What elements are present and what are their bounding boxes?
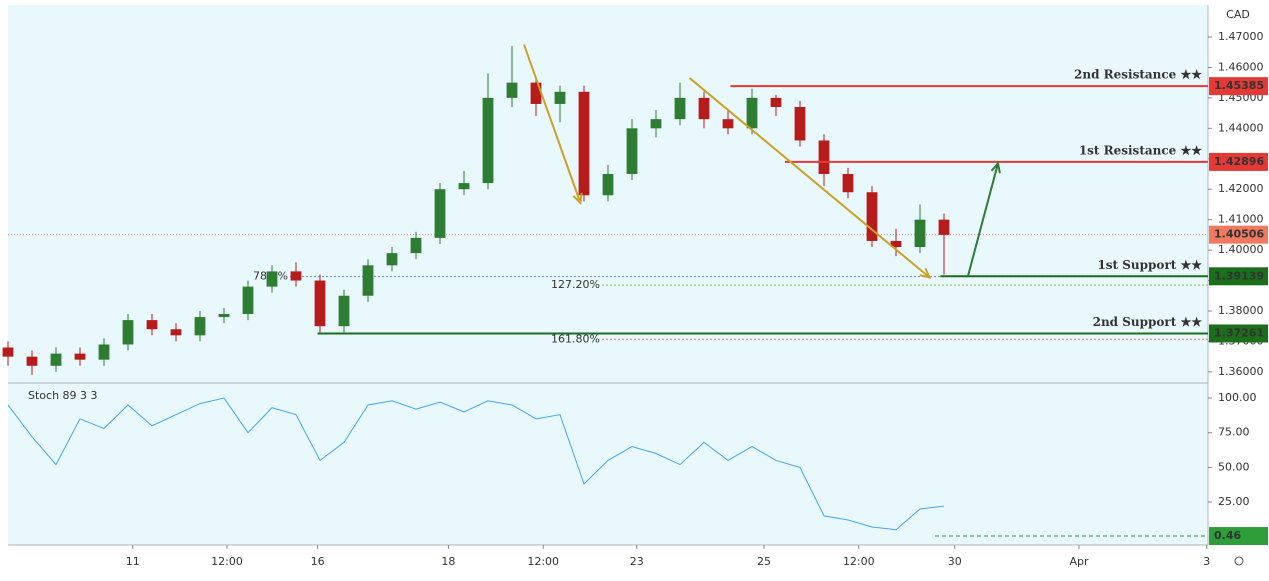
currency-label: CAD (1226, 8, 1250, 21)
candle-body (818, 140, 830, 174)
candle-body (770, 97, 782, 107)
candle-body (746, 97, 758, 129)
candle-body (26, 356, 38, 366)
level-value-label: 1.37261 (1214, 326, 1264, 339)
candle-body (122, 320, 134, 345)
candle-body (266, 271, 278, 287)
x-tick-label: 25 (757, 555, 771, 568)
level-value-label: 1.39139 (1214, 269, 1264, 282)
x-tick-label: 3 (1203, 555, 1210, 568)
candle-body (578, 91, 590, 196)
level-name: 2nd Support ★★ (1093, 315, 1203, 329)
trend-arrow (967, 161, 1001, 277)
x-tick-label: 12:00 (843, 555, 875, 568)
x-tick-label: 30 (948, 555, 962, 568)
candle-body (794, 106, 806, 141)
candle-body (506, 82, 518, 98)
candle-body (866, 192, 878, 241)
y-tick-label: 1.44000 (1218, 121, 1264, 134)
candle-body (338, 295, 350, 327)
last-price-box (1209, 225, 1268, 244)
trend-arrow (688, 77, 932, 279)
candle-body (554, 91, 566, 104)
level-value-box (1209, 324, 1268, 343)
settings-icon[interactable] (1234, 556, 1244, 566)
x-tick-label: 16 (311, 555, 325, 568)
candle-body (218, 314, 230, 318)
y-tick-label: 1.46000 (1218, 60, 1264, 73)
y-tick-label: 1.41000 (1218, 213, 1264, 226)
y-tick-label: 100.00 (1218, 391, 1257, 404)
indicator-level-value-label: 0.46 (1214, 529, 1241, 542)
candle-body (194, 317, 206, 336)
y-tick-label: 25.00 (1218, 495, 1250, 508)
x-tick-label: 11 (126, 555, 140, 568)
candle-body (722, 119, 734, 129)
candle-body (602, 173, 614, 196)
y-tick-label: 75.00 (1218, 426, 1250, 439)
x-tick-label: 12:00 (211, 555, 243, 568)
candle-body (74, 353, 86, 360)
x-tick-label: 18 (441, 555, 455, 568)
candle-body (482, 97, 494, 184)
candle-body (938, 219, 950, 235)
candle-body (50, 353, 62, 366)
stoch-line (7, 397, 945, 531)
level-value-box (1209, 77, 1268, 96)
level-name: 1st Support ★★ (1097, 258, 1202, 272)
candle-body (2, 347, 14, 357)
candle-body (314, 280, 326, 327)
level-value-box (1209, 267, 1268, 286)
trend-arrow (523, 44, 583, 206)
indicator-title: Stoch 89 3 3 (28, 389, 98, 402)
y-tick-label: 1.42000 (1218, 182, 1264, 195)
fib-label: 127.20% (551, 278, 600, 291)
candle-body (170, 329, 182, 336)
candle-body (914, 219, 926, 248)
candle-body (410, 237, 422, 254)
candle-body (626, 128, 638, 174)
candle-body (290, 271, 302, 281)
x-tick-label: 12:00 (527, 555, 559, 568)
candle-body (842, 173, 854, 193)
candle-body (362, 265, 374, 296)
level-name: 1st Resistance ★★ (1079, 143, 1202, 157)
candle-body (698, 97, 710, 120)
y-tick-label: 1.38000 (1218, 304, 1264, 317)
indicator-level-value-box (1209, 527, 1268, 546)
last-price-label: 1.40506 (1214, 228, 1264, 241)
level-name: 2nd Resistance ★★ (1074, 68, 1202, 82)
y-tick-label: 50.00 (1218, 460, 1250, 473)
candle-body (434, 189, 446, 238)
candle-body (458, 183, 470, 190)
level-value-label: 1.45385 (1214, 79, 1264, 92)
candle-body (650, 119, 662, 129)
y-tick-label: 1.47000 (1218, 30, 1264, 43)
y-tick-label: 1.36000 (1218, 365, 1264, 378)
x-tick-label: 23 (630, 555, 644, 568)
candle-body (674, 97, 686, 120)
level-value-box (1209, 152, 1268, 171)
level-value-label: 1.42896 (1214, 155, 1264, 168)
candle-body (98, 344, 110, 360)
fib-label: 161.80% (551, 332, 600, 345)
candle-body (530, 82, 542, 104)
y-tick-label: 1.40000 (1218, 243, 1264, 256)
candle-body (386, 253, 398, 266)
candle-body (890, 240, 902, 248)
x-tick-label: Apr (1069, 555, 1089, 568)
candle-body (146, 320, 158, 330)
plot-background (8, 5, 1208, 545)
candle-body (242, 286, 254, 315)
